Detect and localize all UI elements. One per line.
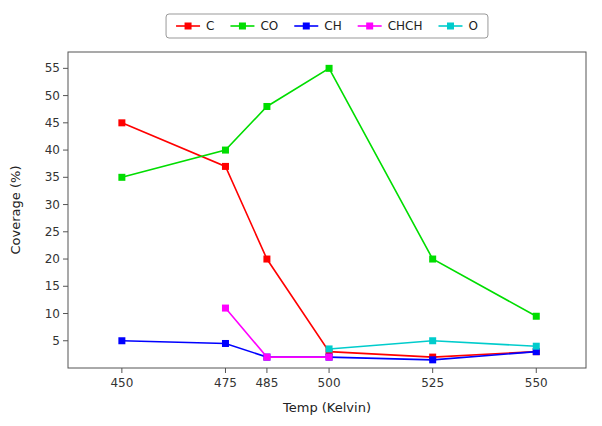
y-tick [63, 122, 68, 123]
y-tick-label: 10 [45, 307, 60, 321]
series-line [225, 308, 329, 357]
plot-frame [68, 52, 586, 368]
x-tick-label: 475 [214, 376, 237, 390]
x-tick [121, 368, 122, 373]
data-point [429, 256, 436, 263]
x-tick [266, 368, 267, 373]
y-tick [63, 95, 68, 96]
data-point [326, 345, 333, 352]
legend-item: CHCH [358, 19, 423, 33]
legend-item: CO [230, 19, 278, 33]
x-tick [432, 368, 433, 373]
data-point [326, 354, 333, 361]
legend-item: C [176, 19, 214, 33]
plot-area [68, 52, 586, 368]
legend-label: O [468, 19, 477, 33]
legend-marker [447, 23, 454, 30]
legend-label: CHCH [388, 19, 423, 33]
x-tick-label: 525 [421, 376, 444, 390]
data-point [222, 163, 229, 170]
data-point [118, 119, 125, 126]
data-point [222, 305, 229, 312]
data-point [118, 337, 125, 344]
y-tick-label: 50 [45, 89, 60, 103]
y-tick [63, 259, 68, 260]
data-point [326, 65, 333, 72]
series-line [122, 123, 536, 357]
series [222, 305, 333, 361]
series [118, 119, 539, 360]
chart-container: 450 475 485 500 525 550 5 10 15 20 25 30 35 40 45 50 55 T… [0, 0, 602, 426]
y-tick-label: 25 [45, 225, 60, 239]
data-point [429, 337, 436, 344]
y-tick-label: 55 [45, 61, 60, 75]
series-line [122, 68, 536, 316]
y-axis-label: Coverage (%) [8, 166, 23, 255]
series [326, 337, 540, 352]
y-tick-label: 45 [45, 116, 60, 130]
x-tick-label: 500 [318, 376, 341, 390]
data-point [222, 340, 229, 347]
x-tick-label: 485 [255, 376, 278, 390]
x-tick [536, 368, 537, 373]
y-tick-label: 30 [45, 198, 60, 212]
legend-marker [185, 23, 192, 30]
x-axis-label: Temp (Kelvin) [282, 400, 371, 415]
y-tick [63, 177, 68, 178]
y-tick-label: 40 [45, 143, 60, 157]
legend-label: CH [324, 19, 341, 33]
y-tick-label: 5 [52, 334, 60, 348]
x-tick-label: 450 [110, 376, 133, 390]
x-tick [329, 368, 330, 373]
data-point [533, 313, 540, 320]
series-line [122, 341, 536, 360]
data-area [118, 65, 539, 363]
chart: 450 475 485 500 525 550 5 10 15 20 25 30 35 40 45 50 55 T… [0, 0, 602, 426]
data-point [118, 174, 125, 181]
data-point [533, 343, 540, 350]
legend-label: CO [260, 19, 278, 33]
data-point [263, 354, 270, 361]
legend: CCOCHCHCHO [166, 14, 488, 38]
data-point [429, 356, 436, 363]
series [118, 65, 539, 320]
y-tick [63, 68, 68, 69]
y-tick [63, 231, 68, 232]
legend-marker [239, 23, 246, 30]
legend-item: CH [294, 19, 341, 33]
x-tick-label: 550 [525, 376, 548, 390]
y-tick [63, 204, 68, 205]
legend-frame [166, 14, 488, 38]
y-tick [63, 150, 68, 151]
y-tick [63, 340, 68, 341]
legend-label: C [206, 19, 214, 33]
axes: 450 475 485 500 525 550 5 10 15 20 25 30 35 40 45 50 55 [45, 61, 548, 390]
legend-marker [366, 23, 373, 30]
y-tick [63, 286, 68, 287]
x-tick [225, 368, 226, 373]
series [118, 337, 539, 363]
y-tick-label: 35 [45, 170, 60, 184]
data-point [263, 103, 270, 110]
y-tick [63, 313, 68, 314]
data-point [326, 354, 333, 361]
legend-marker [303, 23, 310, 30]
y-tick-label: 15 [45, 279, 60, 293]
y-tick-label: 20 [45, 252, 60, 266]
data-point [263, 256, 270, 263]
data-point [263, 354, 270, 361]
legend-item: O [438, 19, 477, 33]
data-point [222, 147, 229, 154]
